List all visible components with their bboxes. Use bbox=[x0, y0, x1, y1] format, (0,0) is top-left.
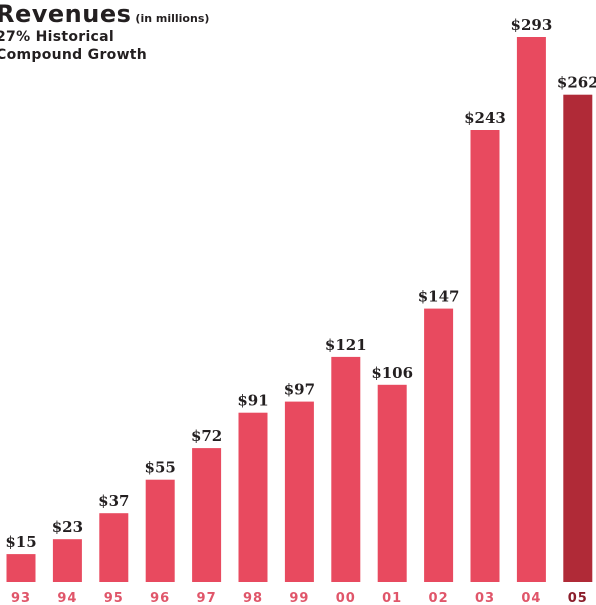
value-label-05: $262 bbox=[557, 74, 596, 92]
value-label-95: $37 bbox=[98, 492, 129, 510]
x-tick-label-98: 98 bbox=[243, 591, 263, 605]
chart-title-unit: (in millions) bbox=[135, 12, 210, 25]
bar-94 bbox=[52, 539, 82, 582]
bar-93 bbox=[6, 554, 36, 582]
value-label-93: $15 bbox=[5, 533, 36, 551]
value-label-97: $72 bbox=[191, 427, 222, 445]
value-label-94: $23 bbox=[52, 518, 83, 536]
value-label-04: $293 bbox=[511, 16, 553, 34]
x-tick-label-96: 96 bbox=[150, 591, 170, 605]
value-label-01: $106 bbox=[371, 364, 413, 382]
x-tick-label-94: 94 bbox=[57, 591, 77, 605]
value-labels-group: $15 $23 $37 $55 $72 $91 $97 $121$106 $147 $243 $29… bbox=[5, 16, 596, 551]
value-label-02: $147 bbox=[418, 288, 460, 306]
x-tick-label-01: 01 bbox=[382, 591, 402, 605]
x-tick-labels-group: 93 94 95 96 97 98 99 00 01 02 03 04 05 bbox=[11, 591, 588, 605]
x-tick-label-05: 05 bbox=[568, 591, 588, 605]
value-label-98: $91 bbox=[237, 392, 268, 410]
bar-00 bbox=[331, 356, 361, 582]
bar-95 bbox=[99, 513, 129, 582]
x-tick-label-93: 93 bbox=[11, 591, 31, 605]
x-tick-label-04: 04 bbox=[521, 591, 541, 605]
title-block: Revenues (in millions) 27% Historical Com… bbox=[0, 2, 209, 62]
x-tick-label-00: 00 bbox=[336, 591, 356, 605]
bar-98 bbox=[238, 412, 268, 582]
chart-subtitle-line-1: 27% Historical bbox=[0, 29, 114, 45]
chart-title: Revenues bbox=[0, 0, 132, 28]
bar-02 bbox=[424, 308, 454, 582]
x-tick-label-97: 97 bbox=[197, 591, 217, 605]
value-label-03: $243 bbox=[464, 109, 506, 127]
value-label-99: $97 bbox=[284, 381, 315, 399]
title-line: Revenues (in millions) bbox=[0, 2, 209, 26]
x-tick-label-02: 02 bbox=[429, 591, 449, 605]
x-tick-label-95: 95 bbox=[104, 591, 124, 605]
bar-05 bbox=[563, 94, 593, 582]
bar-04 bbox=[516, 37, 546, 582]
bar-01 bbox=[377, 384, 407, 582]
bar-03 bbox=[470, 130, 500, 582]
chart-subtitle-line-2: Compound Growth bbox=[0, 47, 148, 63]
bar-99 bbox=[284, 401, 314, 582]
x-tick-label-03: 03 bbox=[475, 591, 495, 605]
value-label-00: $121 bbox=[325, 336, 367, 354]
bar-96 bbox=[145, 479, 175, 582]
bar-97 bbox=[192, 448, 222, 582]
value-label-96: $55 bbox=[145, 459, 176, 477]
x-tick-label-99: 99 bbox=[289, 591, 309, 605]
bars-group bbox=[6, 37, 593, 582]
